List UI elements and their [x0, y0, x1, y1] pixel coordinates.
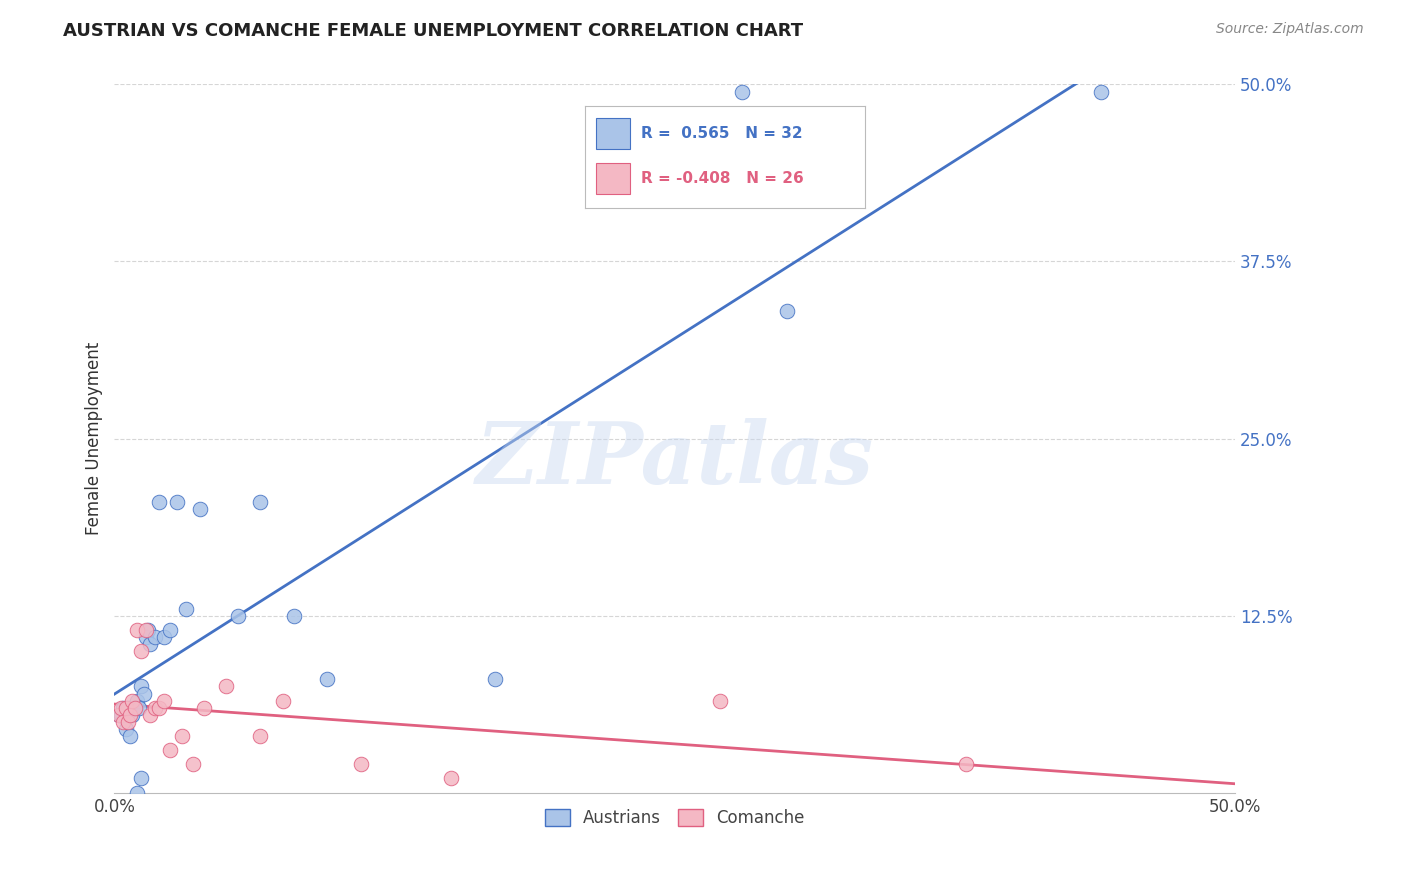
Point	[439, 772, 461, 786]
Point	[148, 495, 170, 509]
Point	[731, 85, 754, 99]
Point	[1090, 85, 1112, 99]
Point	[110, 700, 132, 714]
Point	[125, 786, 148, 800]
Point	[135, 630, 157, 644]
Point	[350, 757, 373, 772]
Point	[136, 623, 159, 637]
Point	[193, 700, 215, 714]
Point	[108, 707, 131, 722]
Point	[112, 700, 135, 714]
Point	[271, 693, 294, 707]
Point	[125, 693, 148, 707]
Point	[226, 608, 249, 623]
Point	[955, 757, 977, 772]
Point	[148, 700, 170, 714]
Point	[139, 707, 162, 722]
Point	[135, 623, 157, 637]
Point	[181, 757, 204, 772]
Point	[143, 700, 166, 714]
Point	[121, 693, 143, 707]
Text: Source: ZipAtlas.com: Source: ZipAtlas.com	[1216, 22, 1364, 37]
Point	[188, 502, 211, 516]
Point	[112, 714, 135, 729]
Point	[776, 304, 799, 318]
Point	[120, 707, 142, 722]
Legend: Austrians, Comanche: Austrians, Comanche	[538, 803, 811, 834]
Point	[108, 707, 131, 722]
Point	[139, 637, 162, 651]
Point	[159, 743, 181, 757]
Point	[117, 700, 139, 714]
Point	[152, 630, 174, 644]
Point	[709, 693, 731, 707]
Point	[283, 608, 305, 623]
Point	[120, 729, 142, 743]
Point	[215, 680, 238, 694]
Point	[316, 673, 339, 687]
Point	[114, 700, 136, 714]
Point	[124, 700, 146, 714]
Point	[132, 686, 155, 700]
Point	[152, 693, 174, 707]
Point	[121, 707, 143, 722]
Point	[249, 495, 271, 509]
Point	[110, 707, 132, 722]
Point	[114, 722, 136, 736]
Text: ZIPatlas: ZIPatlas	[475, 418, 873, 501]
Point	[174, 601, 197, 615]
Point	[166, 495, 188, 509]
Point	[159, 623, 181, 637]
Y-axis label: Female Unemployment: Female Unemployment	[86, 342, 103, 535]
Text: AUSTRIAN VS COMANCHE FEMALE UNEMPLOYMENT CORRELATION CHART: AUSTRIAN VS COMANCHE FEMALE UNEMPLOYMENT…	[63, 22, 803, 40]
Point	[117, 714, 139, 729]
Point	[125, 623, 148, 637]
Point	[170, 729, 193, 743]
Point	[131, 644, 153, 658]
Point	[128, 700, 150, 714]
Point	[484, 673, 506, 687]
Point	[131, 772, 153, 786]
Point	[131, 680, 153, 694]
Point	[124, 700, 146, 714]
Point	[249, 729, 271, 743]
Point	[143, 630, 166, 644]
